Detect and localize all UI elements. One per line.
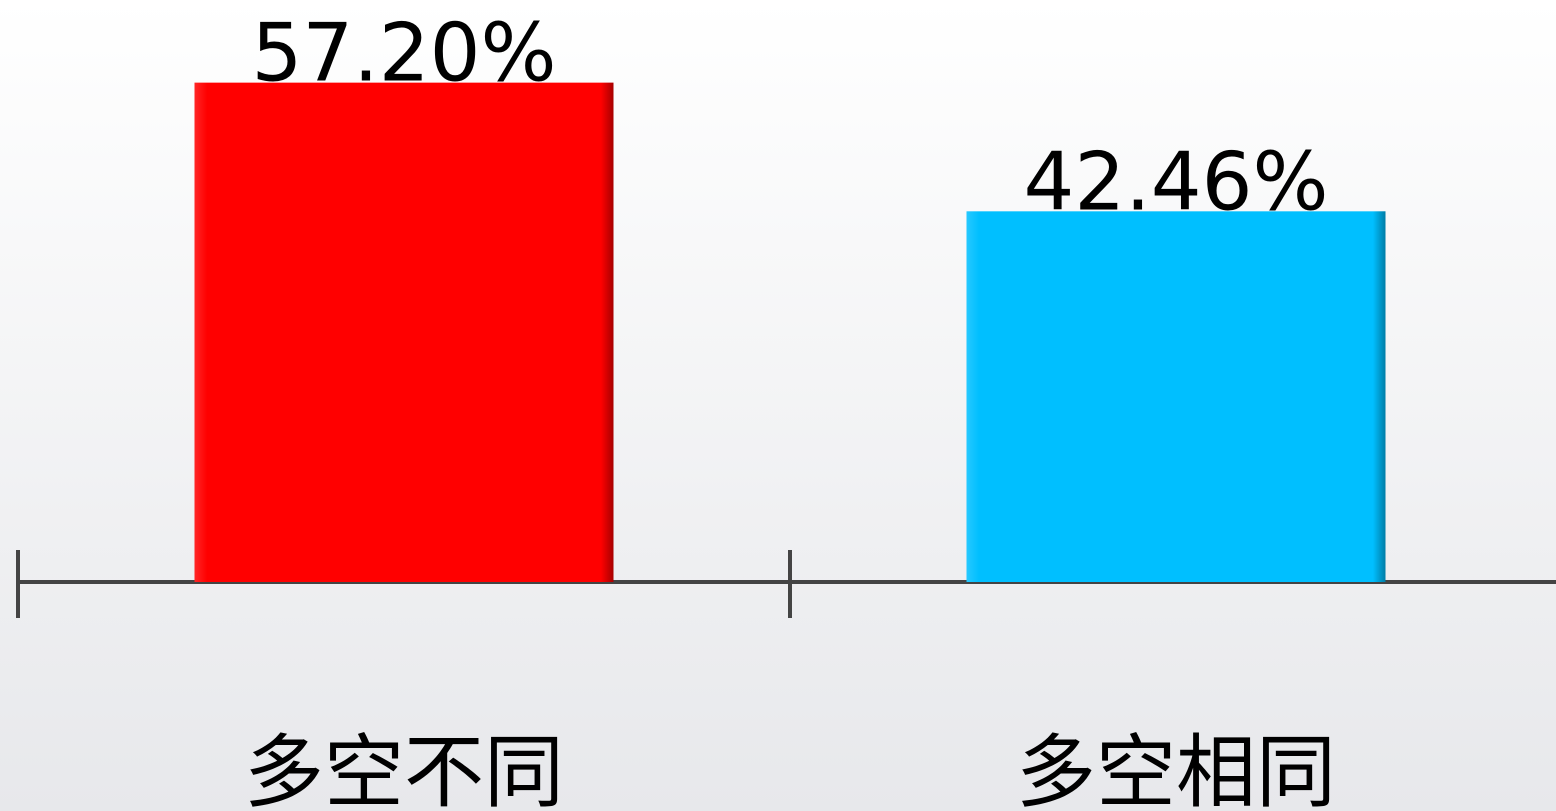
- x-tick-label: 多空相同: [1016, 726, 1336, 811]
- x-tick-label: 多空不同: [244, 726, 564, 811]
- value-label: 57.20%: [251, 7, 556, 100]
- bar-shade: [966, 211, 1386, 582]
- bar-shade: [194, 82, 614, 583]
- value-label: 42.46%: [1023, 135, 1328, 228]
